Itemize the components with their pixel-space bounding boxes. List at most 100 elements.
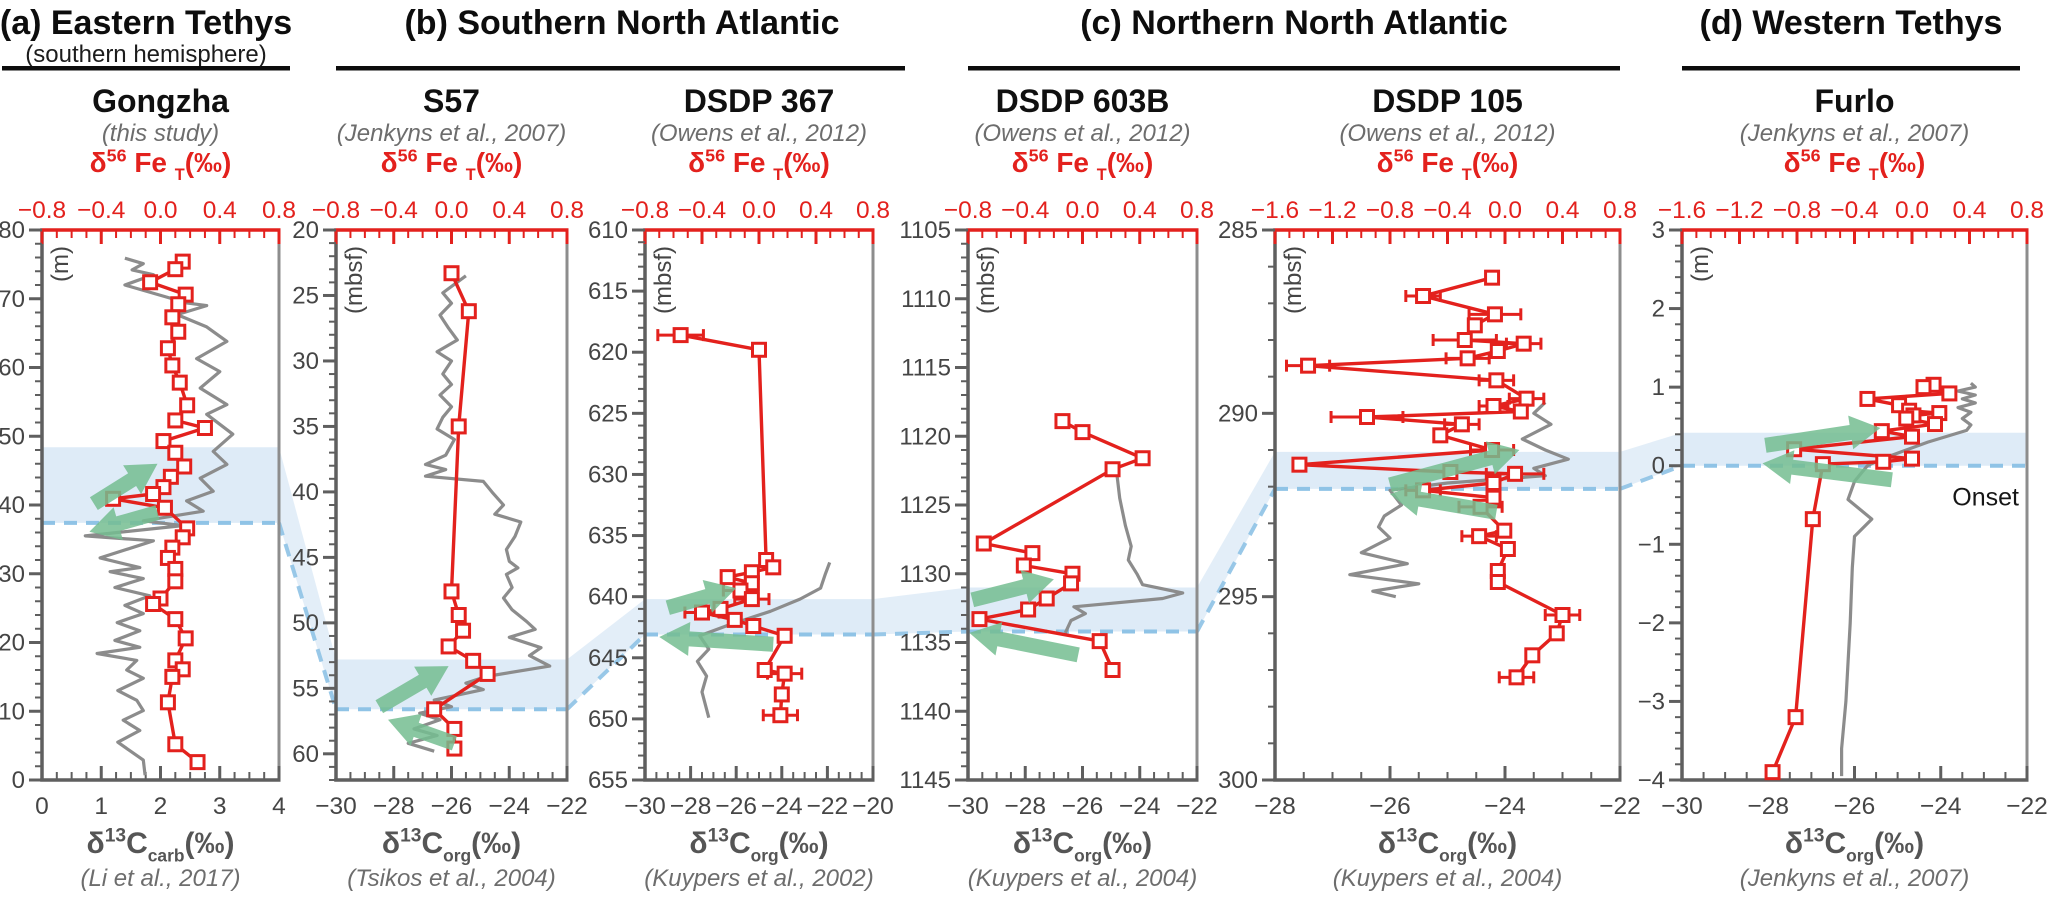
- fe-marker: [440, 638, 457, 655]
- depth-tick-label: 1: [1652, 374, 1665, 401]
- site-title: S57: [423, 83, 480, 119]
- onset-dash-gap: [565, 633, 647, 711]
- c13-tick-label: 0: [35, 793, 49, 820]
- site-title: DSDP 603B: [996, 83, 1170, 119]
- fe-marker: [1485, 398, 1502, 414]
- c13-tick-label: −20: [852, 793, 894, 820]
- c13-axis-title: δ13Corg(‰): [1785, 826, 1924, 866]
- fe-tick-label: −0.8: [1366, 197, 1414, 224]
- fe-marker: [1515, 335, 1532, 352]
- c13-curve: [1063, 473, 1185, 634]
- fe-marker: [1904, 428, 1920, 445]
- green-arrow-back: [388, 713, 457, 751]
- fe-marker: [1459, 350, 1476, 367]
- c13-axis-title: δ13Corg(‰): [1013, 826, 1152, 866]
- depth-tick-label: 0: [12, 767, 25, 794]
- fe-marker: [732, 582, 749, 599]
- green-arrow-back: [89, 505, 160, 540]
- fe-marker: [1489, 343, 1506, 359]
- depth-tick-label: 35: [292, 413, 319, 440]
- fe-marker: [1104, 662, 1121, 678]
- fe-marker: [460, 303, 477, 320]
- depth-unit-label: (mbsf): [1280, 246, 1307, 314]
- fe-marker: [443, 265, 460, 282]
- depth-tick-label: 80: [0, 217, 25, 244]
- depth-tick-label: −3: [1638, 688, 1665, 715]
- fe-marker: [1471, 528, 1488, 545]
- depth-tick-label: 635: [588, 523, 628, 550]
- c13-tick-label: −28: [1254, 793, 1296, 820]
- c13-tick-label: −28: [1747, 793, 1789, 820]
- c13-tick-label: −26: [715, 793, 757, 820]
- depth-unit-label: (m): [47, 246, 74, 282]
- depth-tick-label: 1140: [899, 698, 951, 725]
- fe-tick-label: −0.8: [18, 197, 66, 224]
- band-gap-connector: [1620, 432, 1682, 489]
- fe-tick-label: −1.2: [1715, 197, 1763, 224]
- fe-tick-label: 0.4: [1545, 197, 1579, 224]
- depth-unit-label: (mbsf): [973, 246, 1000, 314]
- group-header-label: (b) Southern North Atlantic: [404, 4, 839, 42]
- depth-tick-label: 45: [292, 544, 319, 571]
- fe-marker: [1485, 489, 1502, 506]
- fe-marker: [1486, 306, 1503, 323]
- group-header: (c) Northern North Atlantic: [968, 4, 1620, 71]
- depth-tick-label: 610: [588, 217, 628, 244]
- fe-marker: [1927, 416, 1943, 433]
- panel-dsdp-105: −1.6 −1.2 −0.8 −0.4 0.0 0.4 0.8 285 290 295 300−28…: [1218, 83, 1641, 892]
- fe-axis-title: δ56 Fe T(‰): [1377, 145, 1519, 183]
- fe-marker: [765, 559, 782, 576]
- group-underline: [968, 66, 1620, 71]
- site-source: (Jenkyns et al., 2007): [337, 120, 566, 147]
- fe-marker: [446, 720, 463, 737]
- group-header: (d) Western Tethys: [1682, 4, 2020, 71]
- fe-marker: [1484, 269, 1501, 286]
- fe-tick-label: −0.4: [1001, 197, 1049, 224]
- fe-marker: [1456, 332, 1473, 348]
- group-header: (a) Eastern Tethys(southern hemisphere): [0, 4, 292, 71]
- c13-axis-title: δ13Corg(‰): [382, 826, 521, 866]
- fe-marker: [1518, 390, 1535, 407]
- fe-marker: [455, 622, 472, 639]
- fe-marker: [1548, 625, 1565, 642]
- c13-tick-label: −28: [373, 793, 415, 820]
- fe-marker: [756, 662, 773, 678]
- fe-tick-label: 0.4: [1952, 197, 1986, 224]
- fe-marker: [1432, 427, 1449, 444]
- fe-marker: [159, 694, 176, 711]
- fe-marker: [196, 420, 213, 436]
- depth-tick-label: 40: [0, 492, 25, 519]
- fe-marker: [1764, 764, 1781, 781]
- green-arrow-forward: [1388, 441, 1520, 493]
- depth-tick-label: 60: [0, 355, 25, 382]
- fe-marker: [1875, 453, 1892, 470]
- fe-marker: [1054, 413, 1071, 430]
- depth-tick-label: 620: [588, 339, 628, 366]
- fe-tick-label: 0.4: [1123, 197, 1157, 224]
- depth-tick-label: −2: [1638, 610, 1665, 637]
- c13-axis-source: (Jenkyns et al., 2007): [1740, 865, 1969, 892]
- c13-tick-label: 1: [94, 793, 108, 820]
- fe-marker: [1015, 557, 1032, 574]
- depth-tick-label: 625: [588, 400, 628, 427]
- depth-tick-label: 615: [588, 278, 628, 305]
- site-title: Furlo: [1815, 83, 1895, 119]
- fe-tick-label: −0.4: [1830, 197, 1878, 224]
- fe-marker: [1941, 385, 1958, 402]
- depth-tick-label: 25: [292, 282, 319, 309]
- fe-marker: [1496, 522, 1513, 539]
- depth-tick-label: −4: [1638, 767, 1665, 794]
- fe-marker: [1524, 647, 1541, 664]
- fe-tick-label: 0.0: [1488, 197, 1522, 224]
- depth-tick-label: 1125: [899, 492, 951, 519]
- c13-tick-label: −24: [1920, 793, 1962, 820]
- fe-tick-label: 0.8: [856, 197, 890, 224]
- group-header-label: (c) Northern North Atlantic: [1080, 4, 1508, 42]
- site-source: (Owens et al., 2012): [651, 120, 867, 147]
- site-source: (Jenkyns et al., 2007): [1740, 120, 1969, 147]
- c13-curve: [1839, 382, 1977, 777]
- fe-marker: [1291, 456, 1308, 473]
- green-arrow-forward: [1764, 415, 1881, 453]
